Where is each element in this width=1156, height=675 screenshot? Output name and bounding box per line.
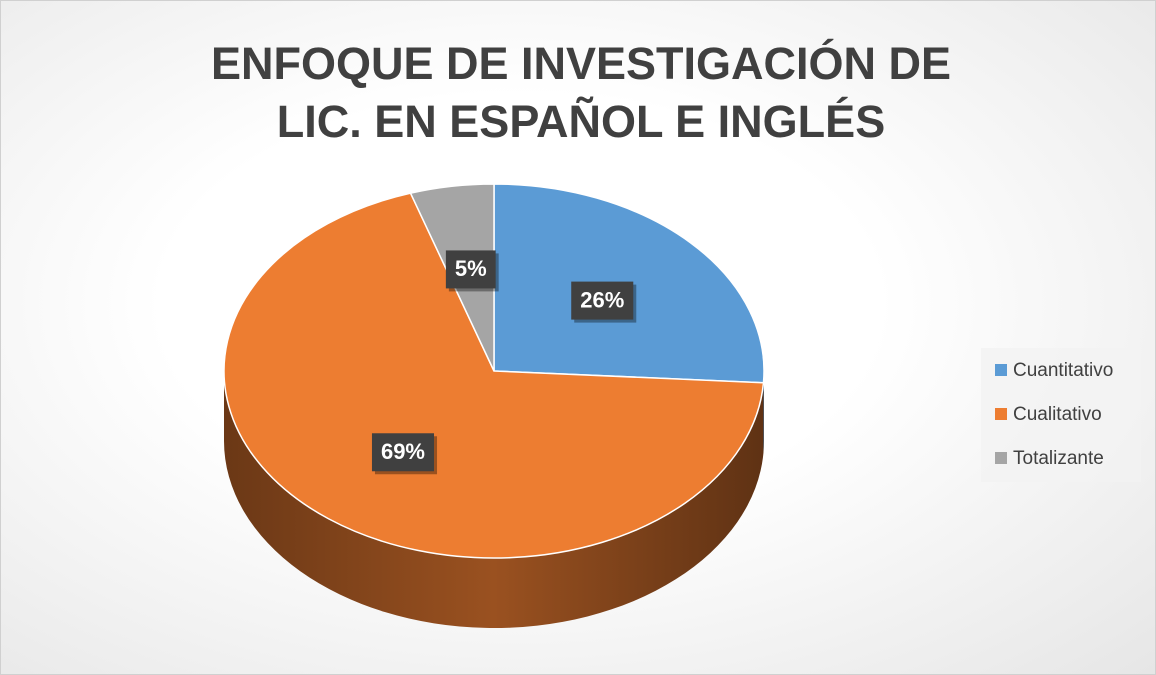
data-label-box bbox=[571, 281, 634, 320]
pie-slice bbox=[223, 192, 765, 559]
chart-title: ENFOQUE DE INVESTIGACIÓN DE LIC. EN ESPA… bbox=[210, 38, 952, 147]
pie-side bbox=[763, 371, 764, 453]
legend-swatch bbox=[995, 364, 1007, 376]
legend-swatch bbox=[995, 408, 1007, 420]
data-label-box bbox=[445, 250, 496, 289]
legend-swatch bbox=[995, 452, 1007, 464]
data-label: 69% bbox=[381, 439, 425, 464]
data-label-box bbox=[371, 433, 435, 472]
data-label: 5% bbox=[455, 256, 487, 281]
legend-label: Cuantitativo bbox=[1013, 360, 1113, 381]
legend-box bbox=[981, 348, 1141, 482]
pie-side bbox=[224, 371, 764, 629]
data-label: 26% bbox=[580, 287, 624, 312]
legend-label: Cualitativo bbox=[1013, 404, 1102, 425]
legend-label: Totalizante bbox=[1013, 448, 1104, 469]
